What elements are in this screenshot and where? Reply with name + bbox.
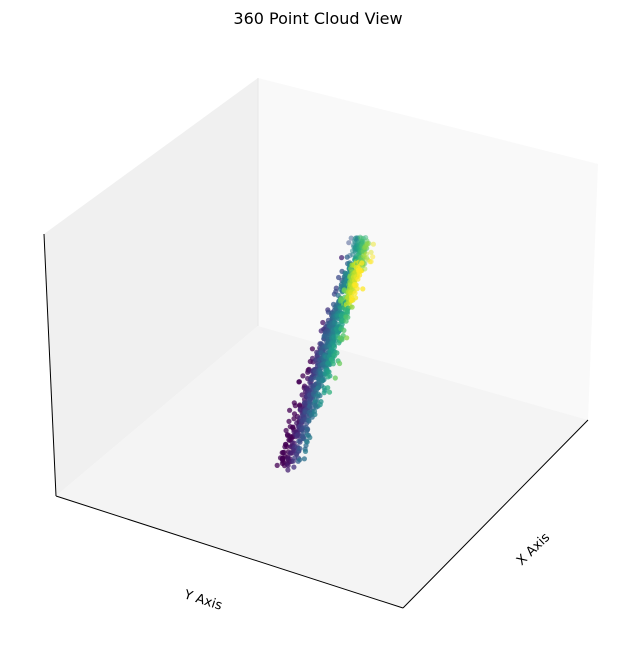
x-axis-label: X Axis <box>514 530 553 569</box>
cloud-point <box>331 344 338 350</box>
cloud-point <box>363 251 370 257</box>
cloud-point <box>330 361 336 367</box>
cloud-point <box>328 356 334 362</box>
cloud-point <box>294 433 300 439</box>
cloud-point <box>304 427 310 433</box>
cloud-point <box>315 391 321 397</box>
cloud-point <box>343 318 349 324</box>
cloud-point <box>301 456 307 462</box>
cloud-point <box>360 286 366 292</box>
cloud-point <box>346 240 352 246</box>
cloud-point <box>301 400 308 406</box>
cloud-point <box>291 400 297 406</box>
cloud-point <box>354 286 360 292</box>
cloud-point <box>343 314 349 320</box>
cloud-point <box>302 448 309 454</box>
cloud-point <box>304 439 310 445</box>
cloud-point <box>339 255 345 261</box>
cloud-point <box>300 373 306 379</box>
cloud-point <box>326 389 333 395</box>
cloud-point <box>344 308 350 314</box>
cloud-point <box>335 321 341 327</box>
cloud-point <box>312 411 318 418</box>
cloud-point <box>367 259 373 265</box>
cloud-point <box>332 375 338 381</box>
cloud-point <box>358 235 364 241</box>
cloud-point <box>283 427 289 434</box>
cloud-point <box>336 274 342 281</box>
cloud-point <box>357 272 363 278</box>
cloud-point <box>355 276 361 282</box>
cloud-point <box>274 462 280 468</box>
cloud-point <box>296 379 302 385</box>
cloud-point <box>292 455 298 461</box>
cloud-point <box>313 357 319 363</box>
cloud-point <box>321 390 327 396</box>
cloud-point <box>339 318 345 324</box>
cloud-point <box>307 434 313 441</box>
cloud-point <box>344 335 350 341</box>
cloud-point <box>307 403 313 410</box>
cloud-point <box>326 369 332 375</box>
cloud-point <box>287 407 293 413</box>
cloud-point <box>309 346 315 352</box>
cloud-point <box>299 392 305 398</box>
cloud-point <box>294 420 300 426</box>
cloud-point <box>312 398 318 404</box>
cloud-point <box>341 327 347 333</box>
cloud-point <box>348 235 354 241</box>
cloud-point <box>359 260 365 266</box>
cloud-point <box>362 266 368 272</box>
cloud-point <box>285 455 291 461</box>
y-axis-line <box>55 495 404 609</box>
cloud-point <box>291 464 297 470</box>
cloud-point <box>370 254 376 260</box>
cloud-point <box>285 467 291 473</box>
x-axis-line <box>402 419 589 609</box>
cloud-point <box>290 424 296 431</box>
cloud-point <box>285 462 291 469</box>
z-axis-line <box>43 233 57 497</box>
cloud-point <box>320 319 326 326</box>
cloud-point <box>296 438 302 444</box>
y-axis-label: Y Axis <box>181 587 224 614</box>
cloud-point <box>284 444 290 450</box>
cloud-point <box>285 432 291 439</box>
cloud-point <box>306 417 312 423</box>
cloud-point <box>286 418 292 424</box>
cloud-point <box>325 385 331 391</box>
cloud-point <box>325 374 331 380</box>
cloud-point <box>337 360 343 367</box>
floor-pane <box>56 326 588 608</box>
cloud-point <box>349 298 355 304</box>
cloud-point <box>368 249 374 255</box>
cloud-point <box>337 335 343 341</box>
cloud-point <box>352 236 358 242</box>
axis-lines <box>43 233 589 609</box>
cloud-point <box>352 281 358 288</box>
cloud-point <box>309 376 315 382</box>
cloud-point <box>315 385 321 391</box>
cloud-point <box>319 378 325 384</box>
cloud-point <box>334 350 340 356</box>
cloud-point <box>317 402 323 408</box>
cloud-point <box>297 457 303 463</box>
left-pane <box>44 78 258 496</box>
cloud-point <box>349 304 355 310</box>
point-cloud <box>274 234 376 473</box>
cloud-point <box>352 290 358 296</box>
cloud-point <box>362 245 368 251</box>
cloud-point <box>297 445 303 452</box>
chart-title: 360 Point Cloud View <box>233 9 402 28</box>
cloud-point <box>370 241 376 247</box>
cloud-point <box>353 295 359 301</box>
